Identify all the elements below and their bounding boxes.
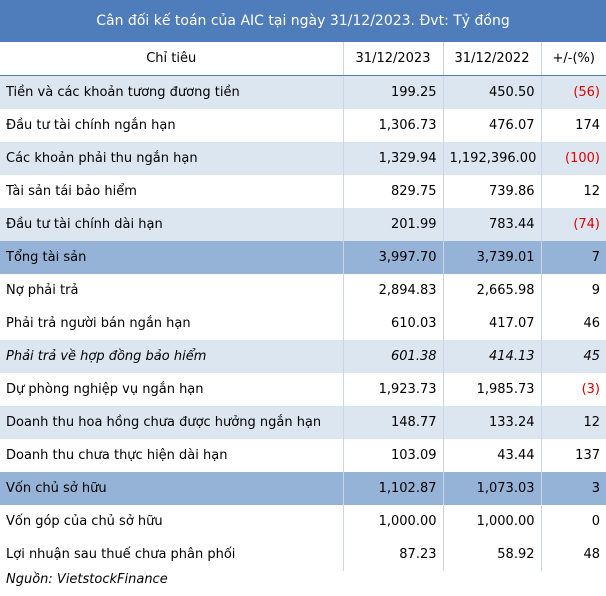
cell: 610.03 bbox=[342, 307, 443, 340]
cell: 174 bbox=[540, 109, 606, 142]
cell: 48 bbox=[540, 538, 606, 571]
cell: 7 bbox=[540, 241, 606, 274]
cell: 829.75 bbox=[342, 175, 443, 208]
cell: 199.25 bbox=[342, 75, 443, 109]
cell: 133.24 bbox=[442, 406, 541, 439]
cell: (74) bbox=[540, 208, 606, 241]
row-label: Tiền và các khoản tương đương tiền bbox=[0, 75, 343, 109]
table-row: Phải trả về hợp đồng bảo hiểm 601.38 414.1… bbox=[0, 340, 606, 373]
table-title: Cân đối kế toán của AIC tại ngày 31/12/2… bbox=[0, 0, 606, 42]
cell: 3,997.70 bbox=[342, 241, 443, 274]
cell: 137 bbox=[540, 439, 606, 472]
cell: 148.77 bbox=[342, 406, 443, 439]
cell: 103.09 bbox=[342, 439, 443, 472]
cell: (100) bbox=[540, 142, 606, 175]
table-row: Các khoản phải thu ngắn hạn 1,329.94 1,192… bbox=[0, 142, 606, 175]
table-row: Phải trả người bán ngắn hạn 610.03 417.07 4… bbox=[0, 307, 606, 340]
cell: 417.07 bbox=[442, 307, 541, 340]
row-label: Doanh thu chưa thực hiện dài hạn bbox=[6, 448, 228, 463]
table-row: Tài sản tái bảo hiểm 829.75 739.86 12 bbox=[0, 175, 606, 208]
cell: 1,329.94 bbox=[342, 142, 443, 175]
cell: (56) bbox=[540, 75, 606, 109]
row-label: Phải trả về hợp đồng bảo hiểm bbox=[0, 340, 343, 373]
row-label: Lợi nhuận sau thuế chưa phân phối bbox=[6, 547, 236, 562]
row-label: Các khoản phải thu ngắn hạn bbox=[0, 142, 343, 175]
cell: 476.07 bbox=[442, 109, 541, 142]
header-cell: +/-(%) bbox=[540, 42, 606, 76]
cell: 3,739.01 bbox=[442, 241, 541, 274]
cell: 1,000.00 bbox=[342, 505, 443, 538]
cell: 1,000.00 bbox=[442, 505, 541, 538]
table-row: Tiền và các khoản tương đương tiền 199.25… bbox=[0, 75, 606, 109]
cell: 783.44 bbox=[442, 208, 541, 241]
row-label: Đầu tư tài chính ngắn hạn bbox=[6, 118, 176, 133]
source-note: Nguồn: VietstockFinance bbox=[6, 572, 168, 587]
cell: 12 bbox=[540, 175, 606, 208]
header-cell: 31/12/2022 bbox=[442, 42, 541, 76]
cell: 1,102.87 bbox=[342, 472, 443, 505]
cell: 12 bbox=[540, 406, 606, 439]
table: Chỉ tiêu 31/12/2023 31/12/2022 +/-(%) Tiền … bbox=[0, 42, 606, 571]
cell: 414.13 bbox=[442, 340, 541, 373]
row-label: Vốn góp của chủ sở hữu bbox=[6, 514, 163, 529]
table-row: Vốn góp của chủ sở hữu 1,000.00 1,000.00 0 bbox=[0, 505, 606, 538]
row-label: Dự phòng nghiệp vụ ngắn hạn bbox=[6, 382, 204, 397]
cell: 9 bbox=[540, 274, 606, 307]
cell: 2,665.98 bbox=[442, 274, 541, 307]
table-row: Đầu tư tài chính dài hạn 201.99 783.44 (74) bbox=[0, 208, 606, 241]
cell: 601.38 bbox=[342, 340, 443, 373]
cell: 43.44 bbox=[442, 439, 541, 472]
cell: 0 bbox=[540, 505, 606, 538]
header-cell: 31/12/2023 bbox=[342, 42, 443, 76]
header-cell: Chỉ tiêu bbox=[0, 42, 343, 76]
row-label: Vốn chủ sở hữu bbox=[0, 472, 343, 505]
row-label: Đầu tư tài chính dài hạn bbox=[0, 208, 343, 241]
table-row: Dự phòng nghiệp vụ ngắn hạn 1,923.73 1,985… bbox=[0, 373, 606, 406]
table-row: Tổng tài sản 3,997.70 3,739.01 7 bbox=[0, 241, 606, 274]
table-row: Doanh thu chưa thực hiện dài hạn 103.09 43… bbox=[0, 439, 606, 472]
cell: 1,306.73 bbox=[342, 109, 443, 142]
cell: 45 bbox=[540, 340, 606, 373]
table-row: Lợi nhuận sau thuế chưa phân phối 87.23 58… bbox=[0, 538, 606, 571]
row-label: Phải trả người bán ngắn hạn bbox=[6, 316, 191, 331]
cell: 58.92 bbox=[442, 538, 541, 571]
cell: 2,894.83 bbox=[342, 274, 443, 307]
table-row: Đầu tư tài chính ngắn hạn 1,306.73 476.07 1… bbox=[0, 109, 606, 142]
table-row: Doanh thu hoa hồng chưa được hưởng ngắn … bbox=[0, 406, 606, 439]
cell: 1,192,396.00 bbox=[442, 142, 541, 175]
cell: (3) bbox=[540, 373, 606, 406]
cell: 201.99 bbox=[342, 208, 443, 241]
table-row: Nợ phải trả 2,894.83 2,665.98 9 bbox=[0, 274, 606, 307]
row-label: Nợ phải trả bbox=[6, 283, 79, 298]
cell: 1,985.73 bbox=[442, 373, 541, 406]
row-label: Tổng tài sản bbox=[0, 241, 343, 274]
row-label: Tài sản tái bảo hiểm bbox=[6, 184, 137, 199]
cell: 1,923.73 bbox=[342, 373, 443, 406]
cell: 739.86 bbox=[442, 175, 541, 208]
cell: 1,073.03 bbox=[442, 472, 541, 505]
cell: 450.50 bbox=[442, 75, 541, 109]
cell: 46 bbox=[540, 307, 606, 340]
row-label: Doanh thu hoa hồng chưa được hưởng ngắn … bbox=[0, 406, 343, 439]
table-row: Vốn chủ sở hữu 1,102.87 1,073.03 3 bbox=[0, 472, 606, 505]
cell: 87.23 bbox=[342, 538, 443, 571]
cell: 3 bbox=[540, 472, 606, 505]
header-row: Chỉ tiêu 31/12/2023 31/12/2022 +/-(%) bbox=[0, 42, 606, 76]
